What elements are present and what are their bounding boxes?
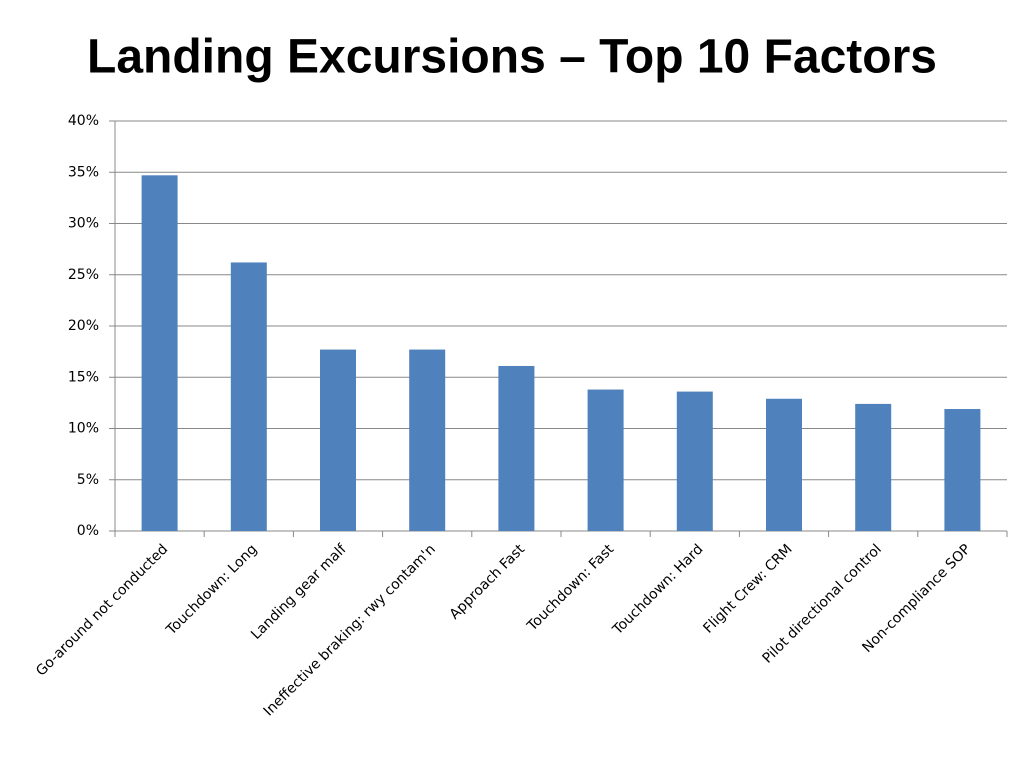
y-tick-label: 0%: [77, 523, 99, 539]
y-tick-label: 35%: [68, 164, 99, 180]
bar: [766, 398, 802, 531]
bar: [587, 389, 624, 531]
bar: [320, 349, 356, 531]
bar: [855, 403, 892, 531]
x-tick-label: Landing gear malf: [248, 541, 350, 643]
x-tick-label: Touchdown: Hard: [609, 541, 706, 638]
x-tick-label: Touchdown: Long: [163, 541, 261, 639]
x-tick-label: Approach Fast: [447, 541, 529, 623]
y-tick-label: 40%: [68, 113, 99, 129]
bar: [498, 365, 535, 531]
bar: [230, 262, 267, 531]
bar: [141, 175, 178, 531]
y-tick-label: 5%: [77, 472, 99, 488]
bar: [409, 349, 446, 531]
x-tick-label: Go-around not conducted: [33, 541, 171, 679]
y-tick-label: 20%: [68, 318, 99, 334]
chart-title: Landing Excursions – Top 10 Factors: [87, 31, 937, 84]
y-tick-label: 25%: [68, 267, 99, 283]
x-tick-label: Flight Crew: CRM: [700, 541, 795, 636]
y-tick-label: 15%: [68, 369, 99, 385]
bar: [676, 391, 713, 531]
x-tick-label: Ineffective braking: rwy contam'n: [261, 541, 439, 719]
y-tick-label: 30%: [68, 216, 99, 232]
bar: [944, 409, 981, 531]
y-tick-label: 10%: [68, 421, 99, 437]
x-tick-label: Touchdown: Fast: [524, 541, 618, 635]
